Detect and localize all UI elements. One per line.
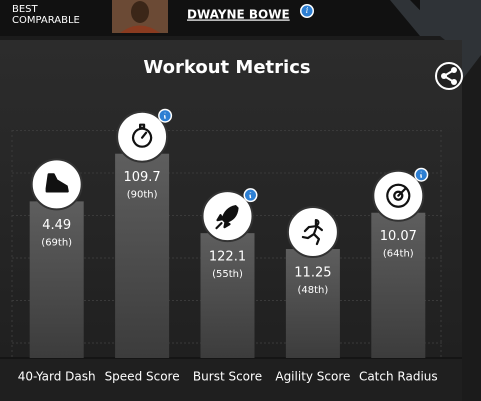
icon-glyph	[301, 218, 323, 246]
metric-value: 10.07	[380, 229, 417, 244]
bar	[29, 201, 84, 358]
category-label: Agility Score	[275, 370, 350, 384]
metric-icon	[116, 110, 169, 163]
svg-text:i: i	[306, 6, 309, 15]
percentile-label: (90th)	[127, 190, 158, 201]
metric-icon	[372, 169, 425, 222]
category-label: Catch Radius	[359, 370, 438, 384]
info-icon[interactable]	[158, 108, 173, 123]
icon-circle	[286, 206, 339, 259]
icon-glyph	[45, 173, 69, 193]
metric-icon	[286, 206, 339, 259]
category-label: Speed Score	[105, 370, 180, 384]
icon-glyph	[386, 183, 411, 208]
info-glyph	[420, 171, 422, 178]
player-photo	[112, 0, 168, 33]
percentile-label: (69th)	[41, 237, 72, 248]
category-label: Burst Score	[193, 370, 262, 384]
bar	[285, 249, 340, 358]
bar	[115, 153, 170, 358]
info-icon[interactable]	[243, 188, 258, 203]
icon-glyph	[132, 123, 153, 148]
info-icon[interactable]	[414, 167, 429, 182]
label-strip	[0, 358, 462, 401]
percentile-label: (55th)	[212, 269, 243, 280]
header-bar	[0, 0, 420, 36]
metric-value: 4.49	[42, 218, 71, 233]
metric-icon	[201, 190, 254, 243]
info-glyph	[249, 192, 252, 199]
info-glyph	[163, 112, 166, 119]
percentile-label: (64th)	[383, 249, 414, 260]
header-label: COMPARABLE	[12, 15, 80, 26]
percentile-label: (48th)	[298, 285, 329, 296]
player-name[interactable]: DWAYNE BOWE	[187, 8, 290, 22]
header-tab	[395, 0, 481, 80]
metric-value: 122.1	[209, 250, 246, 265]
metric-value: 109.7	[123, 170, 160, 185]
bar	[371, 212, 426, 358]
info-icon[interactable]: i	[300, 4, 314, 18]
header-edge	[390, 0, 445, 36]
chart-title: Workout Metrics	[143, 57, 310, 78]
category-label: 40-Yard Dash	[18, 370, 96, 384]
share-button[interactable]	[435, 62, 463, 90]
metric-value: 11.25	[294, 266, 331, 281]
header-label: BEST	[12, 4, 39, 15]
bar	[200, 233, 255, 358]
metric-icon	[30, 158, 83, 211]
icon-glyph	[215, 205, 239, 230]
